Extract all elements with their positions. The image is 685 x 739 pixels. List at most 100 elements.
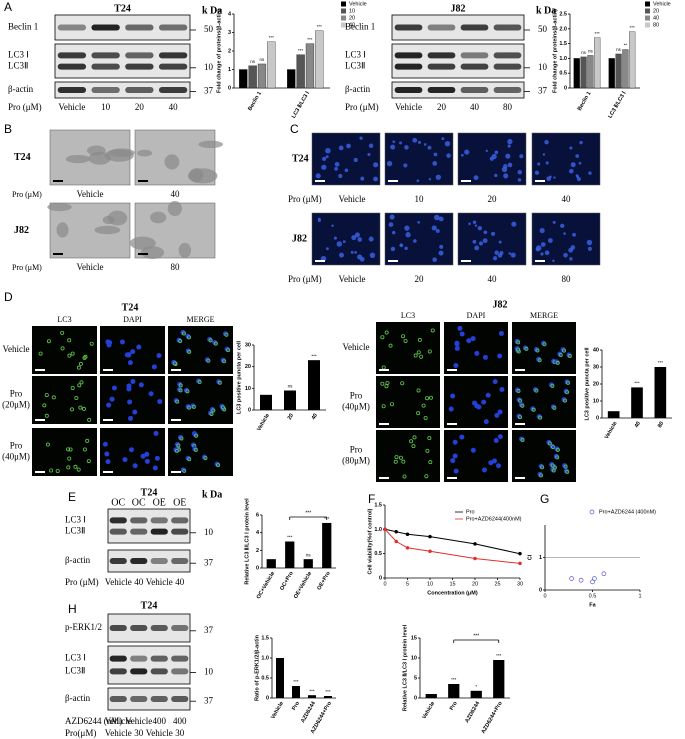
panel-label: D <box>4 290 13 304</box>
band <box>130 528 148 535</box>
lc3-puncta <box>416 388 421 393</box>
y-axis-label: Ratio of p-ERK1/2/β-actin <box>254 634 260 701</box>
significance: ns <box>588 49 594 54</box>
significance: ns <box>306 552 312 557</box>
y-tick-label: 30 <box>593 364 599 370</box>
nucleus <box>494 412 500 418</box>
x-tick-label: 10 <box>427 581 433 587</box>
scale-bar <box>171 471 181 473</box>
lc3-puncta <box>178 388 183 393</box>
lc3-puncta <box>552 405 557 410</box>
band <box>130 668 148 675</box>
condition-name: Pro (μM) <box>8 102 42 112</box>
blot-title: T24 <box>114 3 131 14</box>
lc3-puncta <box>411 444 416 449</box>
significance: *** <box>451 677 457 682</box>
y-tick-label: 4 <box>228 11 232 17</box>
condition-level: 40 <box>175 577 185 587</box>
micrograph <box>376 430 440 482</box>
bar <box>425 694 437 698</box>
significance: * <box>475 684 477 689</box>
nucleus <box>357 237 363 242</box>
nucleus <box>477 226 483 231</box>
channel-label: DAPI <box>467 311 486 320</box>
condition-level: 80 <box>171 262 181 272</box>
band <box>171 668 189 675</box>
significance: ** <box>624 43 628 48</box>
nucleus <box>497 409 503 415</box>
row-label: (40μM) <box>2 452 30 462</box>
scale-bar <box>515 423 525 425</box>
condition-level: Vehicle <box>146 577 173 587</box>
nucleus <box>434 214 440 221</box>
nucleus <box>497 253 503 258</box>
micrograph <box>32 326 97 374</box>
y-tick-label: 1.5 <box>261 635 269 641</box>
legend-swatch <box>341 1 346 7</box>
line <box>384 528 521 564</box>
nucleus <box>368 143 374 149</box>
panel-label: A <box>4 0 12 14</box>
row-label: Pro <box>10 441 23 451</box>
nucleus <box>353 157 358 163</box>
nucleus <box>540 252 544 256</box>
y-tick-label: 1.5 <box>559 41 567 47</box>
nucleus <box>317 217 321 221</box>
y-tick-label: 6 <box>256 512 259 518</box>
point <box>569 576 574 581</box>
blot-strip <box>54 81 191 99</box>
legend-label: Vehicle <box>653 1 671 7</box>
lc3-puncta <box>66 465 71 470</box>
nucleus <box>102 441 108 447</box>
band <box>91 52 120 59</box>
nucleus <box>391 230 396 235</box>
nucleus <box>315 173 321 179</box>
nucleus <box>338 173 343 179</box>
y-tick-label: 20 <box>593 381 599 387</box>
nucleus <box>331 224 334 227</box>
lc3-puncta <box>384 330 389 335</box>
nucleus <box>439 244 444 249</box>
point <box>405 532 410 536</box>
lc3-puncta <box>538 415 543 420</box>
scale-bar <box>103 419 113 421</box>
lc3-puncta <box>398 455 403 460</box>
lc3-puncta <box>226 348 231 353</box>
panel-title: T24 <box>122 302 139 313</box>
y-tick-label: 0 <box>379 575 382 581</box>
size-marker: 10 <box>204 667 214 677</box>
row-label: T24 <box>292 153 309 164</box>
nucleus <box>474 245 480 251</box>
lc3-puncta <box>421 403 426 408</box>
y-tick-label: 0 <box>248 407 251 413</box>
lc3-puncta <box>425 448 430 453</box>
lc3-puncta <box>517 415 522 420</box>
band <box>394 87 423 93</box>
condition-level: 400 <box>173 716 187 726</box>
nucleus <box>534 170 540 175</box>
lc3-puncta <box>197 380 202 385</box>
nucleus <box>354 232 360 238</box>
condition-level: 400 <box>153 716 167 726</box>
lc3-puncta <box>563 398 568 403</box>
nucleus <box>128 415 134 421</box>
lc3-puncta <box>208 338 213 343</box>
point <box>592 576 597 581</box>
lc3-puncta <box>516 347 521 352</box>
nucleus <box>498 330 504 336</box>
condition-level: 30 <box>175 728 185 738</box>
nucleus <box>334 167 338 171</box>
x-tick-label: OE+Pro <box>316 570 332 591</box>
nucleus <box>517 178 522 182</box>
lc3-puncta <box>76 365 81 370</box>
nucleus <box>542 153 546 156</box>
micrograph <box>32 428 97 476</box>
band <box>158 63 188 70</box>
y-tick-label: 4 <box>256 530 260 536</box>
bar <box>615 53 622 89</box>
lc3-puncta <box>555 447 560 452</box>
y-tick-label: 2 <box>228 48 231 54</box>
legend-label: 80 <box>653 22 659 28</box>
nucleus <box>474 403 480 409</box>
lc3-puncta <box>74 396 79 401</box>
